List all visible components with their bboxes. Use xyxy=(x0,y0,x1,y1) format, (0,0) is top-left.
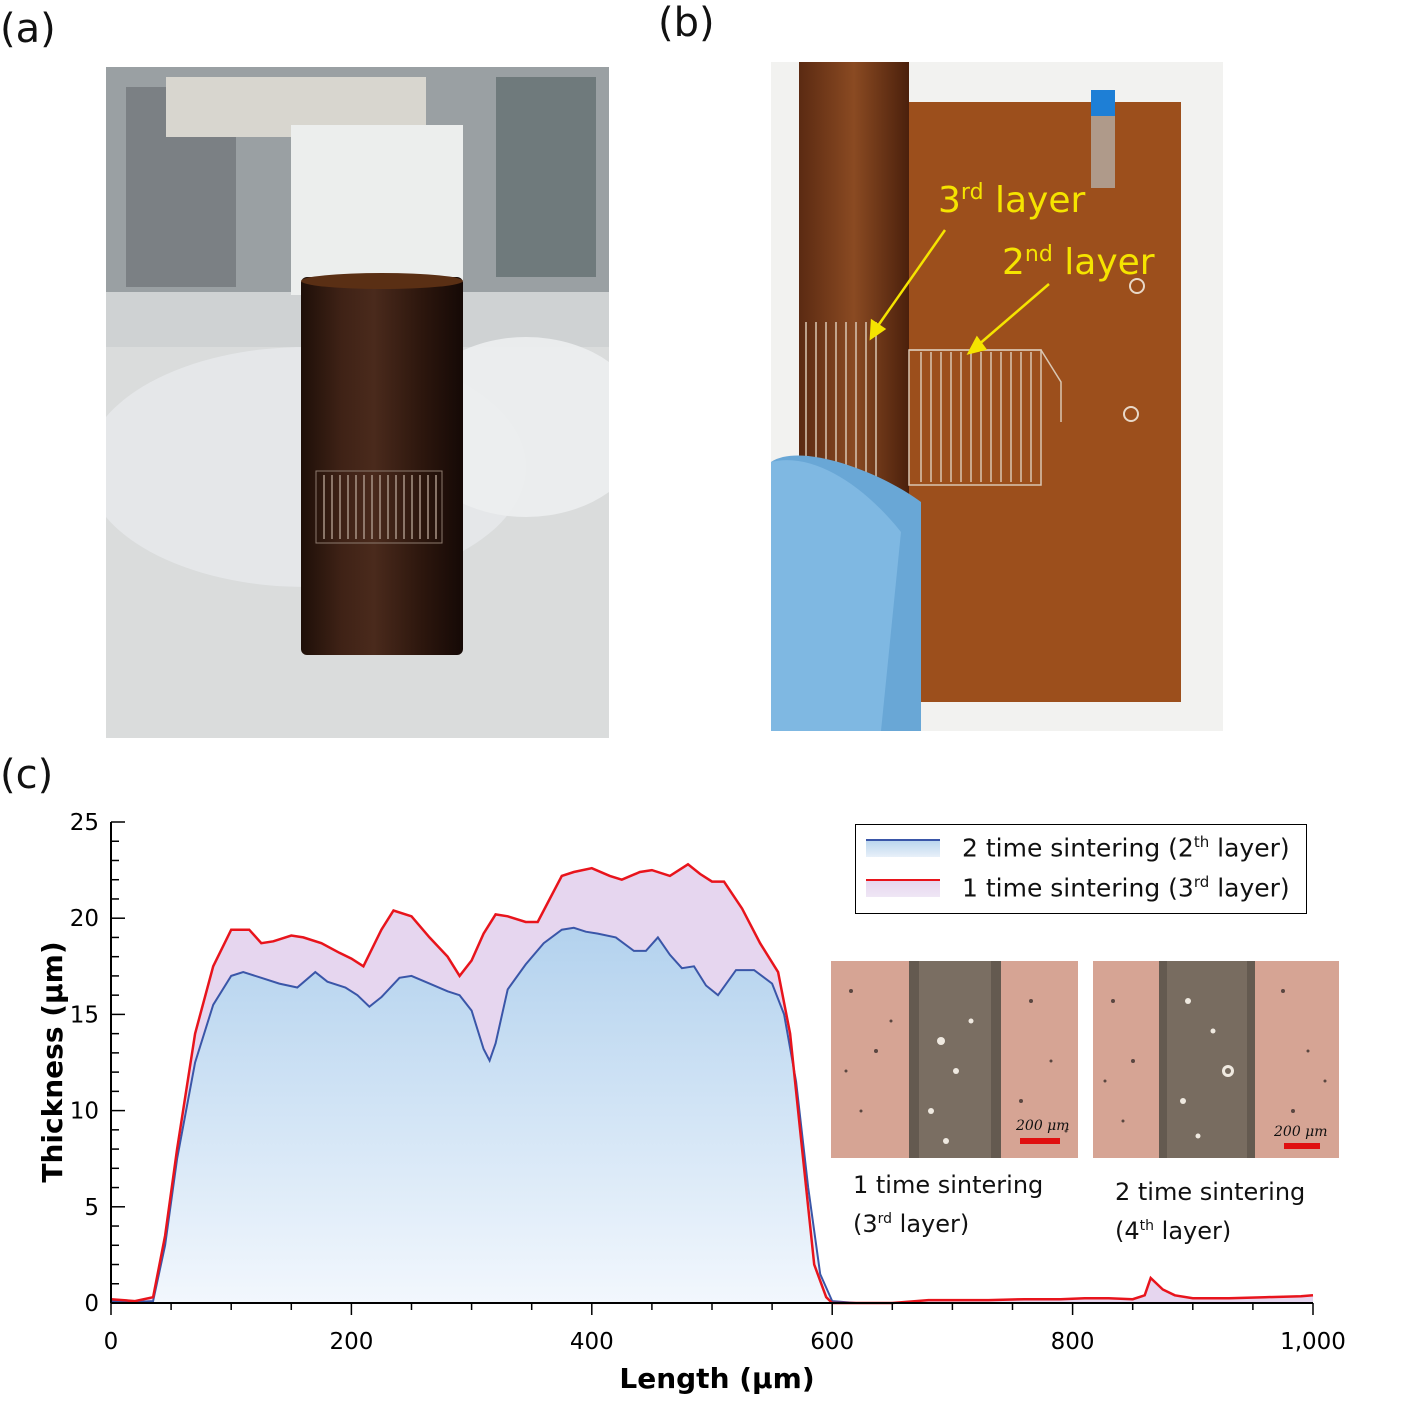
y-tick-label: 25 xyxy=(70,810,99,836)
x-axis-label: Length (μm) xyxy=(619,1362,814,1395)
x-tick-label: 600 xyxy=(810,1329,854,1355)
legend-swatch-blue xyxy=(866,839,940,857)
y-tick-label: 5 xyxy=(84,1195,99,1221)
panel-a-label: (a) xyxy=(0,6,56,52)
x-tick-label: 1,000 xyxy=(1280,1329,1346,1355)
photo-b-film xyxy=(771,62,1223,731)
legend-entry-2-time: 2 time sintering (2th layer) xyxy=(866,830,1290,866)
legend-label-1-time: 1 time sintering (3rd layer) xyxy=(962,873,1290,903)
y-tick-label: 10 xyxy=(70,1099,99,1125)
thickness-chart: 0 200 400 600 800 1,000 0 5 10 15 20 25 Length (μm)… xyxy=(36,810,1346,1395)
chart-legend: 2 time sintering (2th layer) 1 time sint… xyxy=(855,824,1307,914)
x-tick-label: 400 xyxy=(570,1329,614,1355)
y-tick-label: 15 xyxy=(70,1002,99,1028)
micrograph-1-time xyxy=(831,961,1078,1158)
annotation-2nd-layer: 2nd layer xyxy=(1002,242,1155,283)
line-1-time-sintering xyxy=(110,862,1314,1305)
y-tick-label: 20 xyxy=(70,906,99,932)
x-tick-label: 800 xyxy=(1051,1329,1095,1355)
scale-label-1: 200 μm xyxy=(1016,1118,1070,1134)
annotation-3rd-layer: 3rd layer xyxy=(938,180,1086,221)
x-tick-label: 0 xyxy=(104,1329,119,1355)
area-2-time-sintering xyxy=(111,927,1313,1303)
micrograph-caption-2: 2 time sintering (4th layer) xyxy=(1115,1178,1306,1245)
line-2-time-sintering xyxy=(110,926,1313,1304)
legend-swatch-red xyxy=(866,879,940,897)
micrograph-caption-1: 1 time sintering (3rd layer) xyxy=(853,1171,1044,1238)
micrograph-2-time xyxy=(1093,961,1339,1158)
legend-entry-1-time: 1 time sintering (3rd layer) xyxy=(866,870,1290,906)
panel-b-label: (b) xyxy=(658,0,715,46)
x-tick-label: 200 xyxy=(329,1329,373,1355)
y-axis-label: Thickness (μm) xyxy=(36,941,69,1182)
y-tick-label: 0 xyxy=(84,1291,99,1317)
scale-label-2: 200 μm xyxy=(1274,1124,1328,1140)
photo-a-cylinder xyxy=(106,67,609,738)
scale-bar-2 xyxy=(1284,1143,1320,1149)
legend-label-2-time: 2 time sintering (2th layer) xyxy=(962,833,1290,863)
panel-c-label: (c) xyxy=(0,752,54,798)
scale-bar-1 xyxy=(1020,1138,1060,1144)
